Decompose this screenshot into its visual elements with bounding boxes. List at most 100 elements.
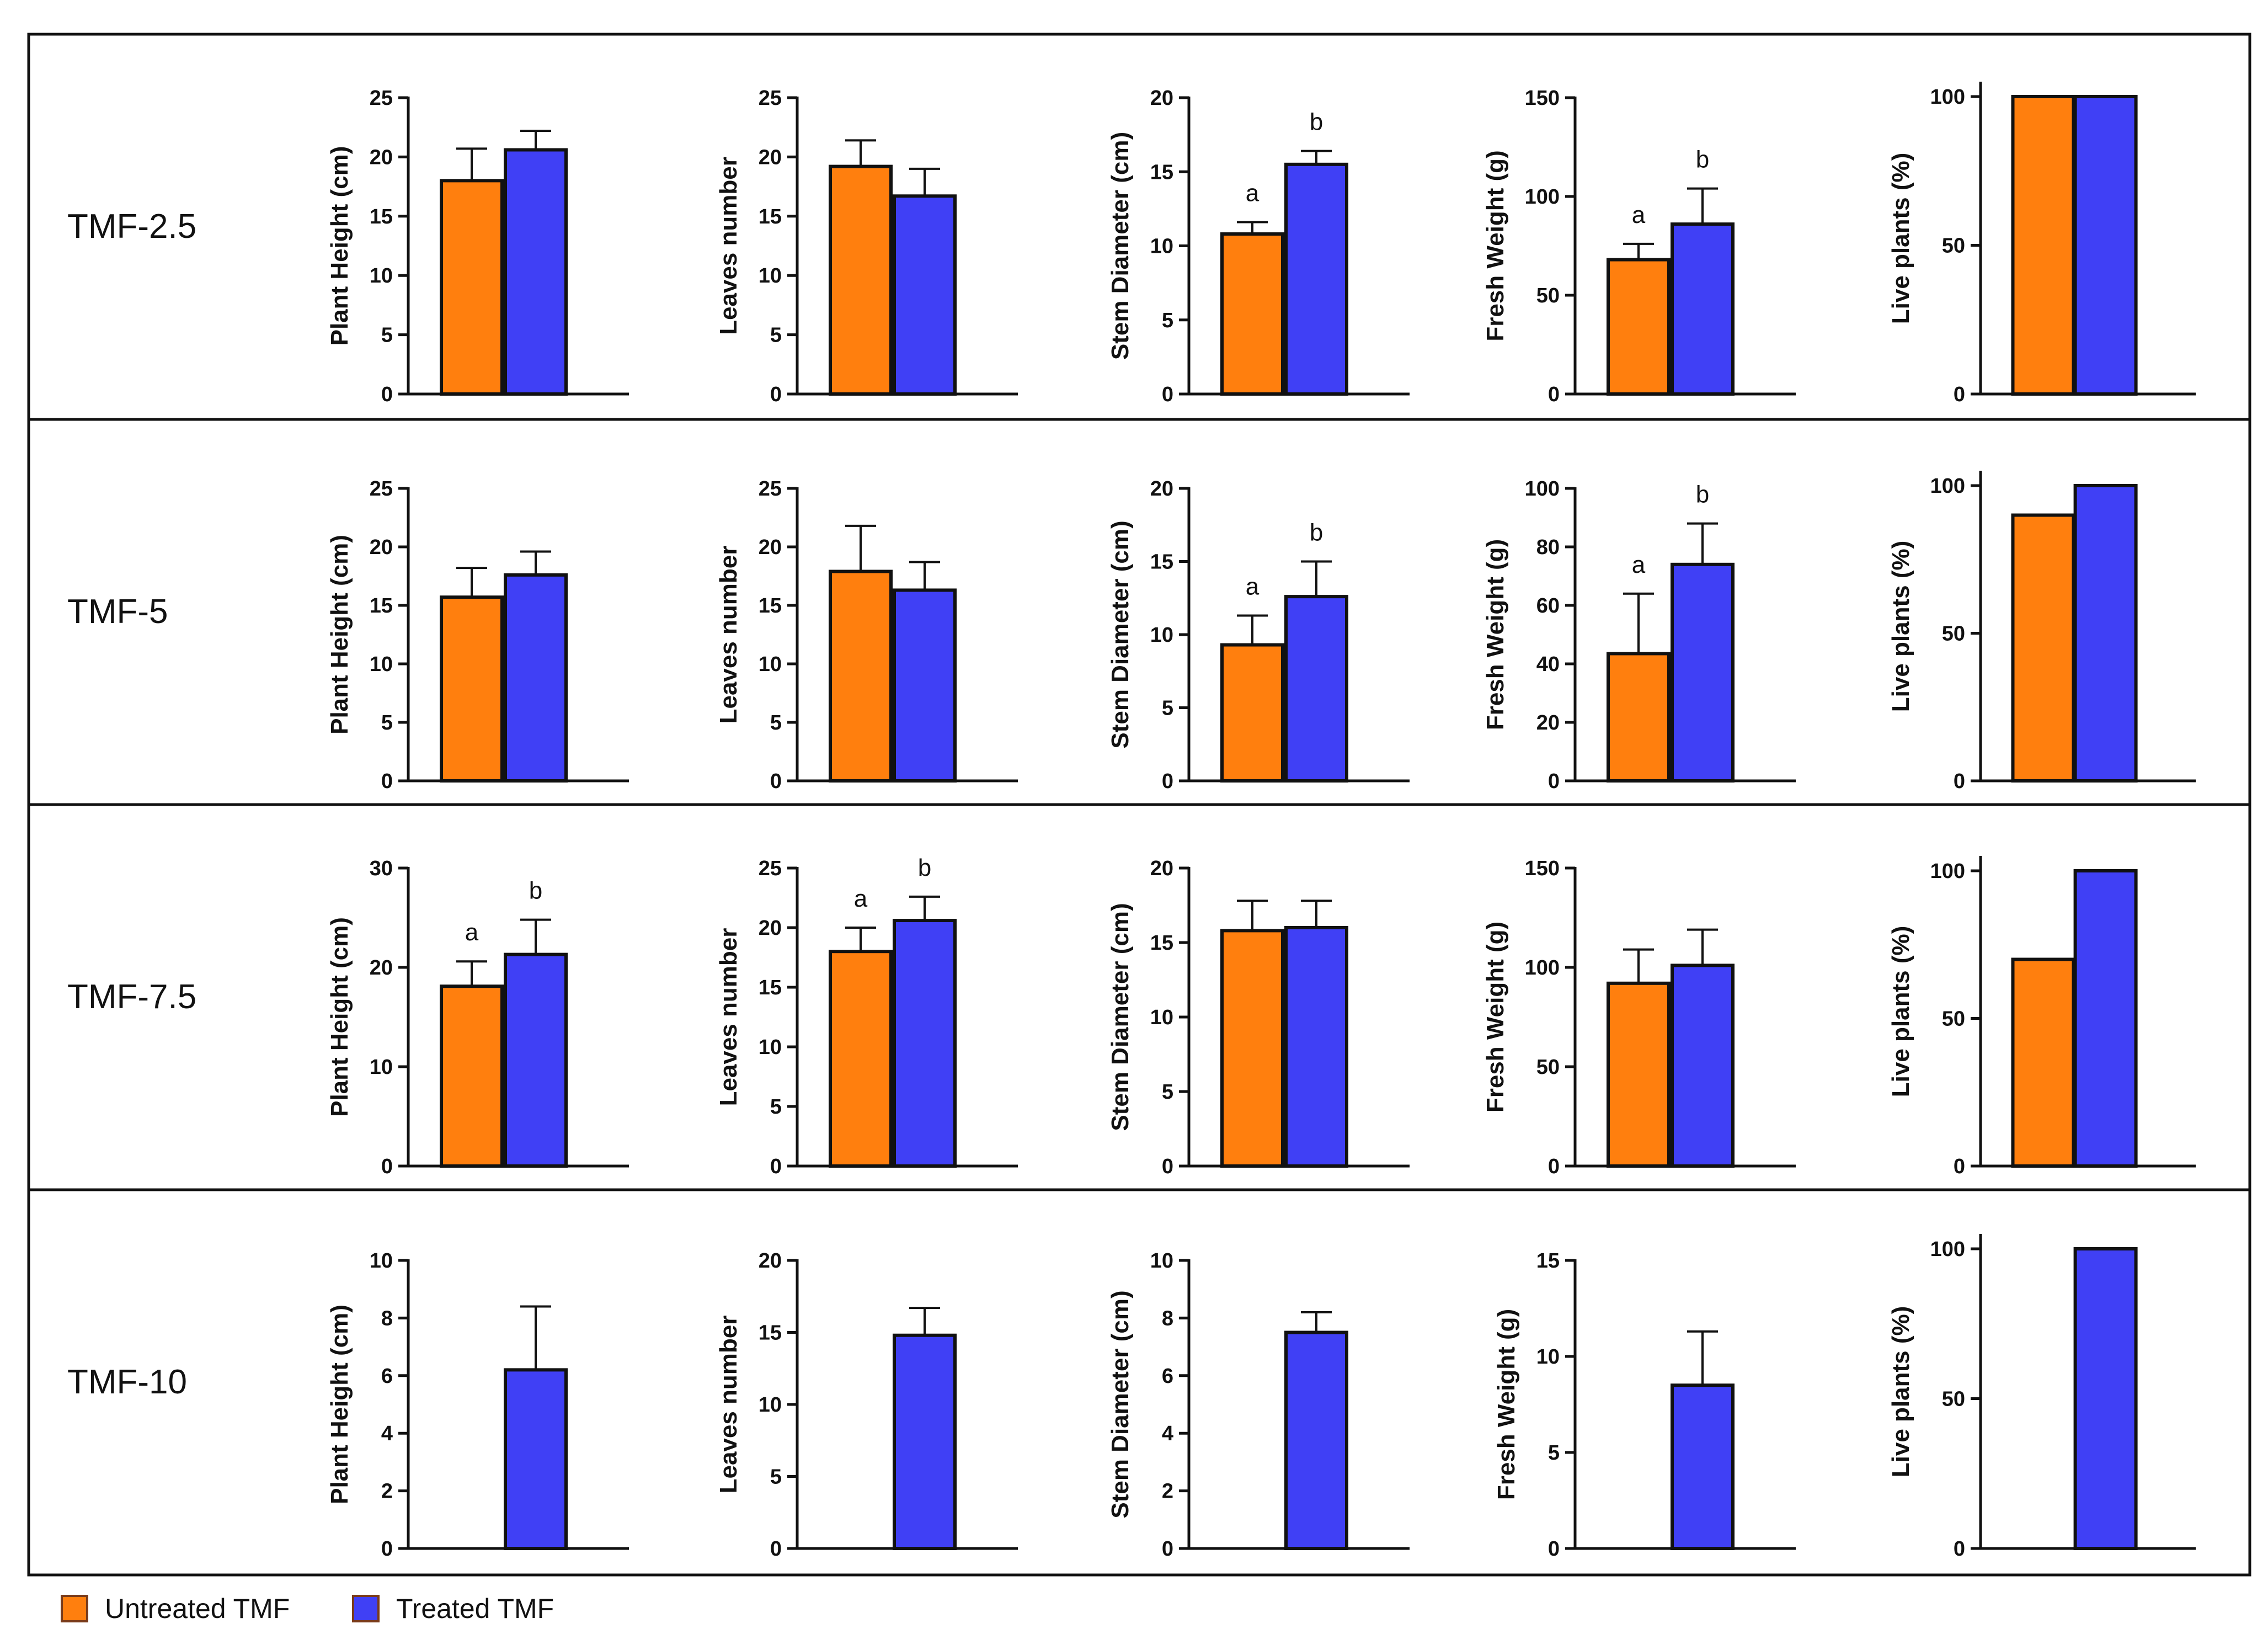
y-tick-label: 100 <box>1525 185 1560 209</box>
y-tick-label: 25 <box>370 477 393 501</box>
bar-treated-tmf <box>1671 1383 1735 1550</box>
bar-untreated-tmf <box>2011 957 2075 1168</box>
bar-treated-tmf <box>2073 95 2138 396</box>
legend: Untreated TMF Treated TMF <box>61 1593 554 1624</box>
y-axis-title: Stem Diameter (cm) <box>1107 1290 1134 1518</box>
bar-untreated-tmf <box>440 984 504 1168</box>
chart-tmf-7-5-stem-diameter-cm: 0 5 10 15 20 Stem Diameter (cm) <box>1107 857 1410 1178</box>
y-tick-label: 5 <box>770 1466 782 1489</box>
y-tick-label: 10 <box>1150 624 1173 647</box>
bar-treated-tmf <box>504 148 568 396</box>
y-tick-label: 60 <box>1536 594 1560 618</box>
row-frame <box>27 33 2251 421</box>
y-tick-label: 50 <box>1942 1388 1965 1411</box>
y-tick-label: 6 <box>1162 1365 1173 1388</box>
y-tick-label: 15 <box>1150 161 1173 184</box>
chart-tmf-10-fresh-weight-g: 0 5 10 15 Fresh Weight (g) <box>1493 1249 1796 1561</box>
chart-tmf-10-leaves-number: 0 5 10 15 20 Leaves number <box>715 1249 1018 1561</box>
y-tick-label: 8 <box>381 1307 393 1330</box>
y-tick-label: 10 <box>1150 1006 1173 1029</box>
y-tick-label: 5 <box>381 711 393 734</box>
y-tick-label: 10 <box>1150 235 1173 258</box>
y-tick-label: 25 <box>759 87 782 110</box>
y-tick-label: 50 <box>1942 1008 1965 1031</box>
y-tick-label: 50 <box>1942 622 1965 646</box>
y-tick-label: 50 <box>1536 284 1560 307</box>
row-panel-tmf-2-5: TMF-2.5 <box>27 33 2251 421</box>
y-tick-label: 10 <box>1150 1249 1173 1273</box>
y-tick-label: 20 <box>370 146 393 169</box>
y-axis-title: Live plants (%) <box>1887 926 1914 1098</box>
bar-treated-tmf <box>1671 222 1735 396</box>
y-tick-label: 25 <box>759 477 782 501</box>
significance-letter: a <box>465 919 479 946</box>
chart-tmf-10-plant-height-cm: 0 2 4 6 8 10 Plant Height (cm) <box>326 1249 629 1561</box>
y-axis-title: Fresh Weight (g) <box>1482 150 1509 341</box>
y-tick-label: 15 <box>759 205 782 228</box>
y-tick-label: 5 <box>381 324 393 347</box>
bar-untreated-tmf <box>1607 652 1671 783</box>
legend-item-treated-tmf: Treated TMF <box>352 1593 554 1624</box>
bar-treated-tmf <box>893 588 957 783</box>
chart-tmf-5-fresh-weight-g: 0 20 40 60 80 100 Fresh Weight (g) a b <box>1482 477 1796 793</box>
y-axis-title: Leaves number <box>715 1316 742 1494</box>
y-tick-label: 0 <box>1954 1155 1965 1178</box>
y-tick-label: 0 <box>1548 770 1560 793</box>
y-tick-label: 0 <box>770 383 782 406</box>
y-tick-label: 5 <box>770 1095 782 1119</box>
bar-untreated-tmf <box>440 595 504 783</box>
bar-treated-tmf <box>2073 869 2138 1168</box>
bar-treated-tmf <box>893 919 957 1168</box>
y-tick-label: 4 <box>1162 1422 1173 1445</box>
y-tick-label: 15 <box>759 1322 782 1345</box>
y-tick-label: 0 <box>1162 1537 1173 1561</box>
y-tick-label: 15 <box>759 594 782 618</box>
y-tick-label: 100 <box>1930 1238 1965 1261</box>
chart-tmf-7-5-leaves-number: 0 5 10 15 20 25 Leaves number a b <box>715 854 1018 1178</box>
y-tick-label: 25 <box>370 87 393 110</box>
chart-tmf-2-5-live-plants: 0 50 100 Live plants (%) <box>1887 82 2196 406</box>
y-tick-label: 2 <box>1162 1480 1173 1503</box>
y-tick-label: 0 <box>1548 1155 1560 1178</box>
bar-untreated-tmf <box>829 950 893 1168</box>
y-tick-label: 10 <box>370 1056 393 1079</box>
y-tick-label: 20 <box>759 146 782 169</box>
bar-treated-tmf <box>504 573 568 783</box>
bar-treated-tmf <box>1284 1330 1348 1550</box>
y-tick-label: 0 <box>1954 383 1965 406</box>
y-axis-title: Live plants (%) <box>1887 153 1914 324</box>
y-tick-label: 20 <box>1150 857 1173 880</box>
y-tick-label: 15 <box>370 205 393 228</box>
chart-tmf-2-5-leaves-number: 0 5 10 15 20 25 Leaves number <box>715 87 1018 406</box>
y-tick-label: 10 <box>759 264 782 288</box>
y-tick-label: 10 <box>370 264 393 288</box>
y-tick-label: 4 <box>381 1422 393 1445</box>
y-tick-label: 15 <box>1150 551 1173 574</box>
significance-letter: a <box>1246 573 1260 600</box>
y-tick-label: 20 <box>1150 87 1173 110</box>
y-tick-label: 5 <box>770 711 782 734</box>
row-panel-tmf-5: TMF-5 <box>27 418 2251 806</box>
bar-treated-tmf <box>2073 484 2138 783</box>
y-tick-label: 0 <box>1162 770 1173 793</box>
y-tick-label: 0 <box>1162 1155 1173 1178</box>
y-axis-title: Fresh Weight (g) <box>1482 922 1509 1113</box>
significance-letter: b <box>1310 519 1323 546</box>
y-tick-label: 10 <box>370 653 393 676</box>
chart-tmf-5-plant-height-cm: 0 5 10 15 20 25 Plant Height (cm) <box>326 477 629 793</box>
bar-untreated-tmf <box>1220 929 1284 1168</box>
chart-tmf-7-5-plant-height-cm: 0 10 20 30 Plant Height (cm) a b <box>326 857 629 1178</box>
y-axis-title: Plant Height (cm) <box>326 1305 353 1504</box>
bar-untreated-tmf <box>829 164 893 396</box>
y-tick-label: 5 <box>770 324 782 347</box>
bar-treated-tmf <box>893 1333 957 1550</box>
y-axis-title: Fresh Weight (g) <box>1493 1309 1520 1500</box>
chart-tmf-2-5-fresh-weight-g: 0 50 100 150 Fresh Weight (g) a b <box>1482 87 1796 406</box>
y-axis-title: Plant Height (cm) <box>326 146 353 346</box>
y-tick-label: 100 <box>1525 477 1560 501</box>
significance-letter: b <box>1696 146 1709 173</box>
y-axis-title: Live plants (%) <box>1887 1306 1914 1478</box>
chart-tmf-2-5-plant-height-cm: 0 5 10 15 20 25 Plant Height (cm) <box>326 87 629 406</box>
bar-treated-tmf <box>1671 964 1735 1168</box>
bar-treated-tmf <box>893 194 957 396</box>
